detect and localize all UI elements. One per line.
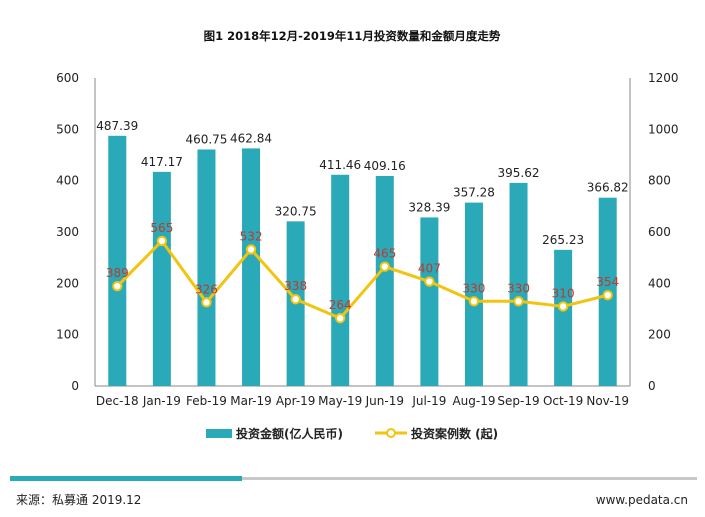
legend: 投资金额(亿人民币) 投资案例数 (起): [206, 426, 498, 441]
bar: [108, 135, 127, 386]
x-tick-label: Jan-19: [142, 394, 181, 408]
x-tick-label: Nov-19: [586, 394, 629, 408]
line-data-label: 330: [463, 281, 486, 295]
bar: [509, 182, 528, 386]
line-data-label: 310: [552, 286, 575, 300]
chart-title: 图1 2018年12月-2019年11月投资数量和金额月度走势: [204, 29, 501, 43]
y-tick-label-left: 600: [56, 71, 79, 85]
y-tick-label-right: 0: [648, 379, 656, 393]
footer-rule-accent: [10, 476, 242, 481]
y-tick-label-left: 100: [56, 328, 79, 342]
line-point: [424, 276, 435, 287]
line-point: [156, 235, 168, 247]
y-tick-label-right: 400: [648, 276, 671, 290]
bar-data-label: 395.62: [498, 166, 540, 180]
legend-bar-swatch: [206, 429, 232, 438]
bar-data-label: 460.75: [185, 132, 227, 146]
bar-data-label: 320.75: [275, 204, 317, 218]
y-tick-label-left: 0: [71, 379, 79, 393]
line-point: [335, 313, 346, 324]
y-tick-label-left: 400: [56, 174, 79, 188]
line-data-label: 532: [240, 229, 263, 243]
bar-data-label: 462.84: [230, 131, 272, 145]
source-text: 来源：私募通 2019.12: [16, 493, 141, 507]
x-tick-label: Jun-19: [365, 394, 404, 408]
x-tick-label: Oct-19: [543, 394, 583, 408]
line-data-label: 407: [418, 262, 441, 276]
line-point: [245, 244, 257, 255]
line-data-label: 330: [507, 281, 530, 295]
line-series: [116, 239, 609, 320]
footer: 来源：私募通 2019.12 www.pedata.cn: [10, 476, 697, 507]
y-tick-label-right: 600: [648, 225, 671, 239]
bar-data-label: 328.39: [408, 200, 450, 214]
line-data-label: 264: [329, 298, 352, 312]
bar-data-label: 411.46: [319, 158, 361, 172]
line-data-label: 354: [596, 275, 619, 289]
footer-rule: [242, 477, 697, 480]
bar-data-label: 417.17: [141, 155, 183, 169]
bar: [197, 149, 216, 386]
plot-area: 0 100 200 300 400 500 600 0 200 400 600 800 1000 1200…: [56, 71, 678, 408]
legend-line-label: 投资案例数 (起): [411, 426, 498, 441]
y-tick-label-left: 500: [56, 122, 79, 136]
y-tick-label-right: 1000: [648, 122, 679, 136]
line-point: [513, 296, 524, 307]
bar: [420, 217, 439, 386]
bar-data-label: 265.23: [542, 233, 584, 247]
x-tick-label: Jul-19: [411, 394, 446, 408]
bar: [331, 174, 350, 386]
line-data-label: 389: [106, 266, 129, 280]
bar-data-label: 487.39: [96, 119, 138, 133]
legend-line-marker: [386, 428, 396, 438]
website-text: www.pedata.cn: [596, 493, 688, 507]
bar: [152, 171, 171, 386]
x-tick-label: Mar-19: [230, 394, 271, 408]
bar: [242, 148, 261, 386]
line-point: [602, 289, 613, 301]
x-tick-label: Sep-19: [497, 394, 539, 408]
line-point: [379, 261, 390, 272]
x-tick-label: Aug-19: [452, 394, 495, 408]
line-data-label: 326: [195, 282, 218, 296]
bar: [375, 175, 394, 386]
x-tick-label: May-19: [318, 394, 362, 408]
line-point: [290, 294, 301, 305]
y-tick-label-left: 200: [56, 276, 79, 290]
line-point: [112, 280, 123, 292]
y-tick-label-right: 200: [648, 328, 671, 342]
bar: [464, 202, 483, 386]
bar-data-label: 409.16: [364, 159, 406, 173]
y-tick-label-right: 1200: [648, 71, 679, 85]
line-point: [201, 297, 212, 308]
bar-data-label: 357.28: [453, 186, 495, 200]
y-tick-label-right: 800: [648, 174, 671, 188]
line-data-label: 565: [150, 221, 173, 235]
line-point: [468, 296, 480, 307]
bar: [554, 249, 573, 386]
legend-bar-label: 投资金额(亿人民币): [236, 426, 343, 441]
line-point: [557, 301, 569, 312]
x-tick-label: Apr-19: [276, 394, 316, 408]
y-tick-label-left: 300: [56, 225, 79, 239]
x-tick-label: Dec-18: [96, 394, 139, 408]
bar-data-label: 366.82: [587, 181, 629, 195]
line-data-label: 338: [284, 279, 307, 293]
x-tick-label: Feb-19: [186, 394, 227, 408]
line-data-label: 465: [373, 247, 396, 261]
